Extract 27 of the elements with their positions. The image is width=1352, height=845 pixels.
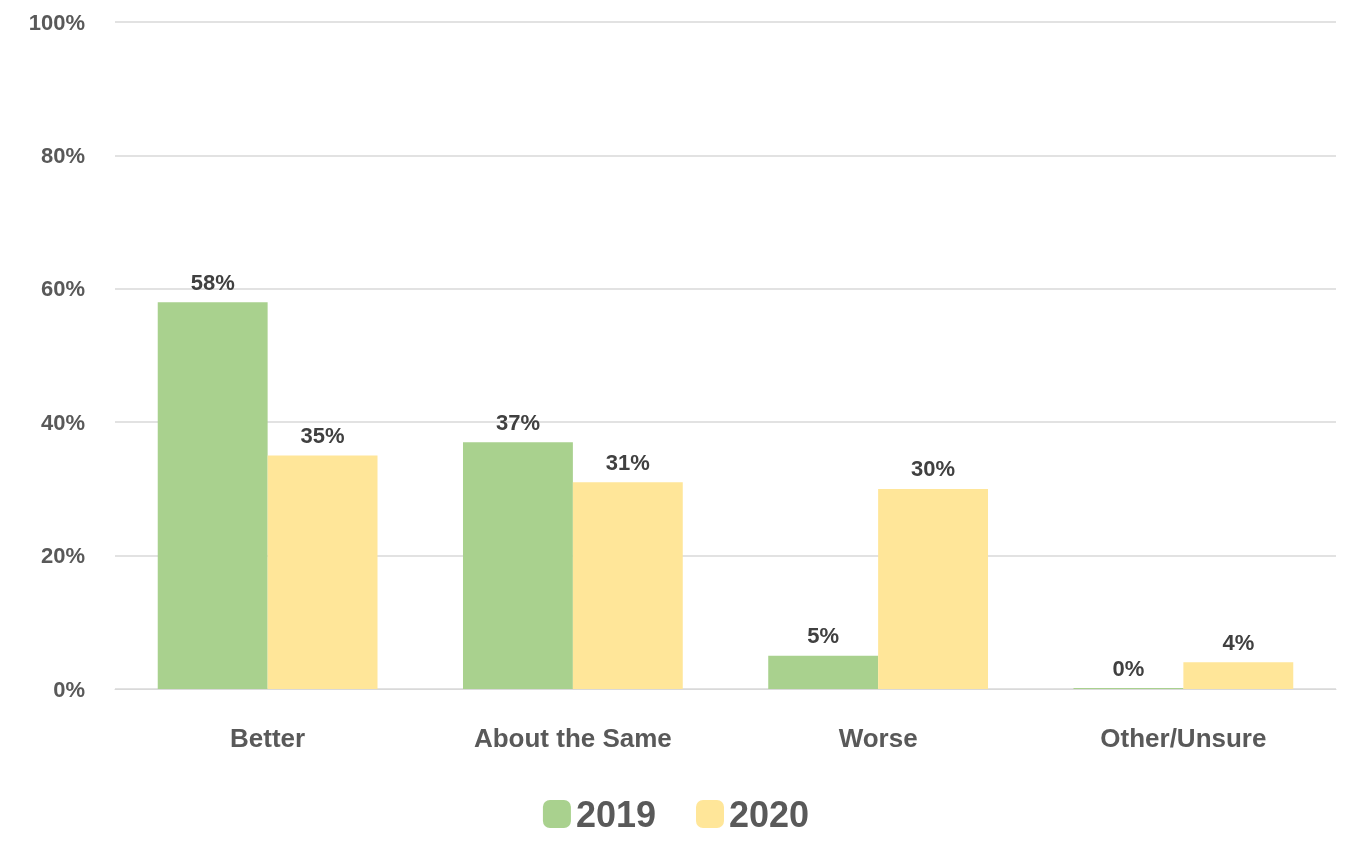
bar (267, 455, 378, 689)
y-tick-label: 100% (28, 9, 85, 35)
data-label: 35% (300, 423, 345, 449)
bar (768, 655, 879, 689)
data-label: 0% (1112, 655, 1145, 681)
y-tick-label: 20% (40, 543, 85, 569)
legend-label: 2019 (575, 793, 657, 835)
y-tick-label: 0% (53, 676, 85, 702)
legend-label: 2020 (729, 793, 810, 835)
bar (1183, 662, 1294, 689)
y-tick-label: 40% (40, 409, 85, 435)
x-tick-label: About the Same (473, 723, 672, 753)
data-label: 58% (190, 269, 235, 295)
bar (462, 442, 573, 689)
data-label: 37% (495, 409, 540, 435)
x-tick-label: Better (230, 723, 306, 753)
data-label: 30% (911, 456, 956, 482)
data-label: 4% (1222, 629, 1255, 655)
x-tick-label: Other/Unsure (1100, 723, 1267, 753)
y-tick-label: 60% (40, 276, 85, 302)
bar (878, 488, 989, 689)
data-label: 31% (605, 449, 650, 475)
bar (572, 482, 683, 689)
x-tick-label: Worse (838, 723, 918, 753)
bar (157, 302, 268, 689)
y-tick-label: 80% (40, 142, 85, 168)
data-label: 5% (807, 623, 840, 649)
